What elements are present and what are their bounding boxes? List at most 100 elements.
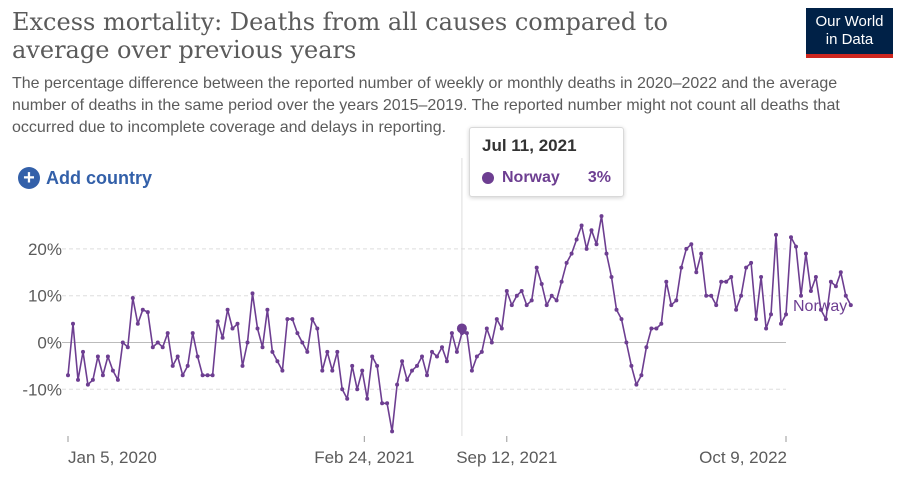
data-point: [464, 331, 469, 336]
data-point: [539, 282, 544, 286]
data-point: [848, 303, 853, 308]
owid-logo[interactable]: Our World in Data: [806, 8, 893, 58]
data-point: [644, 345, 649, 350]
data-point: [435, 354, 439, 359]
data-point: [634, 382, 639, 387]
data-point: [574, 237, 579, 242]
data-point: [230, 326, 235, 331]
data-point: [519, 289, 524, 293]
data-point: [71, 321, 75, 326]
data-point: [474, 354, 479, 359]
data-point: [729, 275, 734, 279]
data-point: [115, 377, 120, 382]
data-point: [160, 345, 165, 350]
data-point: [85, 382, 90, 387]
data-point: [764, 326, 769, 331]
data-point: [828, 279, 833, 284]
data-point: [494, 317, 499, 322]
data-point: [499, 326, 504, 331]
data-point: [789, 235, 793, 240]
data-point: [345, 396, 350, 401]
data-point: [784, 312, 788, 317]
data-point: [734, 307, 739, 312]
data-point: [265, 307, 270, 312]
data-point: [744, 265, 749, 270]
plus-circle-icon: +: [18, 167, 40, 189]
data-point: [803, 251, 808, 256]
data-point: [554, 298, 559, 303]
data-point: [315, 326, 320, 331]
series-line-norway: [67, 215, 852, 433]
data-point: [245, 340, 250, 345]
tooltip-date: Jul 11, 2021: [482, 136, 577, 155]
data-point: [569, 251, 574, 256]
data-point: [370, 354, 375, 359]
data-point: [185, 363, 190, 368]
data-point: [440, 345, 444, 350]
data-point: [95, 354, 100, 359]
data-point: [220, 335, 225, 340]
data-point: [534, 265, 539, 270]
data-point: [81, 349, 85, 354]
data-point: [504, 289, 509, 293]
data-point: [200, 373, 205, 378]
data-point: [335, 349, 340, 354]
x-tick-label: Jan 5, 2020: [68, 448, 157, 467]
data-point: [130, 296, 135, 300]
data-point: [639, 373, 644, 378]
y-tick-label: 20%: [28, 240, 62, 259]
data-point: [759, 275, 764, 279]
data-point: [105, 354, 110, 359]
tooltip-row: Norway 3%: [482, 169, 611, 187]
data-point: [564, 260, 569, 265]
data-point: [410, 368, 414, 373]
data-point: [589, 228, 594, 233]
data-point: [205, 373, 210, 378]
tooltip-series-name: Norway: [502, 169, 560, 186]
data-point: [360, 368, 365, 373]
data-point: [529, 298, 534, 303]
data-point: [549, 293, 554, 298]
tooltip-series-dot: [482, 172, 494, 184]
data-point: [654, 326, 659, 331]
data-point: [305, 349, 310, 354]
data-point: [430, 349, 434, 354]
data-point: [275, 359, 280, 364]
data-point: [444, 359, 449, 364]
data-point: [210, 373, 215, 378]
data-point: [818, 307, 823, 312]
add-country-button[interactable]: + Add country: [18, 166, 152, 190]
logo-line-1: Our World: [815, 13, 884, 30]
data-point: [255, 326, 260, 331]
data-point: [669, 303, 674, 308]
tooltip-value: 3%: [587, 169, 611, 186]
data-point: [140, 307, 145, 312]
data-point: [629, 363, 634, 368]
data-point: [584, 246, 589, 251]
data-point: [774, 232, 778, 237]
data-point: [175, 354, 180, 359]
data-point: [100, 373, 105, 378]
data-point: [484, 326, 489, 331]
data-point: [375, 363, 380, 368]
data-point: [295, 331, 300, 336]
data-point: [330, 368, 335, 373]
data-point: [699, 251, 704, 256]
x-tick-label: Sep 12, 2021: [456, 448, 557, 467]
data-point: [365, 396, 370, 401]
data-point: [709, 293, 714, 298]
data-point: [395, 382, 400, 387]
logo-line-2: in Data: [825, 31, 874, 48]
y-tick-label: 10%: [28, 287, 62, 306]
data-point: [165, 331, 170, 336]
y-tick-label: 0%: [37, 334, 62, 353]
data-point: [270, 349, 275, 354]
chart-subtitle: The percentage difference between the re…: [12, 75, 840, 136]
data-point: [285, 317, 290, 322]
add-country-label: Add country: [46, 167, 152, 188]
data-point: [594, 242, 599, 247]
data-point: [624, 340, 629, 345]
data-point: [420, 354, 424, 359]
data-point: [664, 279, 669, 284]
